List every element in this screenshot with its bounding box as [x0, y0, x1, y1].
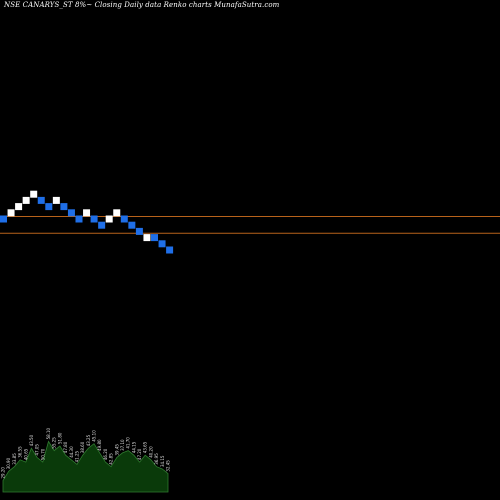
volume-label: 36.95 [154, 453, 159, 465]
volume-label: 47.80 [63, 441, 68, 453]
volume-label: 38.60 [80, 441, 85, 453]
renko-brick-down [158, 240, 166, 248]
renko-brick-down [45, 203, 53, 211]
renko-brick-up [143, 234, 151, 242]
renko-brick-down [0, 215, 7, 223]
chart-title: NSE CANARYS_ST 8%~ Closing Daily data Re… [4, 1, 280, 9]
volume-label: 44.15 [131, 441, 136, 453]
volume-area [2, 440, 169, 493]
volume-label: 55.25 [52, 437, 57, 449]
renko-brick-up [83, 209, 91, 217]
renko-brick-up [113, 209, 121, 217]
renko-brick-down [60, 203, 68, 211]
volume-label: 42.85 [109, 453, 114, 465]
volume-label: 37.10 [120, 439, 125, 451]
volume-label: 43.50 [29, 434, 34, 446]
volume-label: 47.20 [137, 448, 142, 460]
volume-label: 47.05 [35, 444, 40, 456]
renko-brick-down [151, 234, 158, 242]
volume-label: 36.55 [18, 446, 23, 458]
volume-label: 43.25 [86, 434, 91, 446]
renko-brick-up [22, 196, 30, 204]
renko-brick-down [90, 215, 98, 223]
volume-label: 49.80 [97, 439, 102, 451]
renko-brick-up [52, 196, 60, 204]
renko-bricks [0, 190, 174, 254]
renko-brick-down [128, 221, 136, 229]
volume-label: 41.25 [74, 450, 79, 462]
renko-brick-down [120, 215, 128, 223]
volume-label: 45.10 [92, 430, 97, 442]
volume-label: 43.65 [143, 441, 148, 453]
renko-brick-up [15, 203, 23, 211]
volume-label: 40.20 [148, 446, 153, 458]
volume-label: 32.45 [166, 460, 171, 472]
volume-label: 50.70 [40, 448, 45, 460]
volume-label: 58.10 [46, 427, 51, 439]
renko-brick-up [30, 190, 38, 198]
renko-brick-down [67, 209, 75, 217]
volume-label: 41.70 [126, 437, 131, 449]
volume-label: 30.90 [6, 457, 11, 469]
volume-label: 34.15 [160, 455, 165, 467]
reference-lines [0, 216, 500, 234]
volume-label: 29.20 [1, 467, 6, 479]
volume-label: 33.85 [12, 453, 17, 465]
renko-brick-down [166, 246, 174, 254]
renko-brick-down [135, 227, 143, 235]
volume-label: 44.30 [69, 446, 74, 458]
volume-label: 40.65 [23, 448, 28, 460]
renko-brick-down [98, 221, 106, 229]
volume-label: 46.20 [103, 448, 108, 460]
renko-brick-up [105, 215, 113, 223]
renko-brick-down [37, 196, 45, 204]
volume-label: 51.80 [57, 432, 62, 444]
renko-brick-up [7, 209, 15, 217]
volume-label: 39.45 [114, 444, 119, 456]
renko-brick-down [75, 215, 83, 223]
